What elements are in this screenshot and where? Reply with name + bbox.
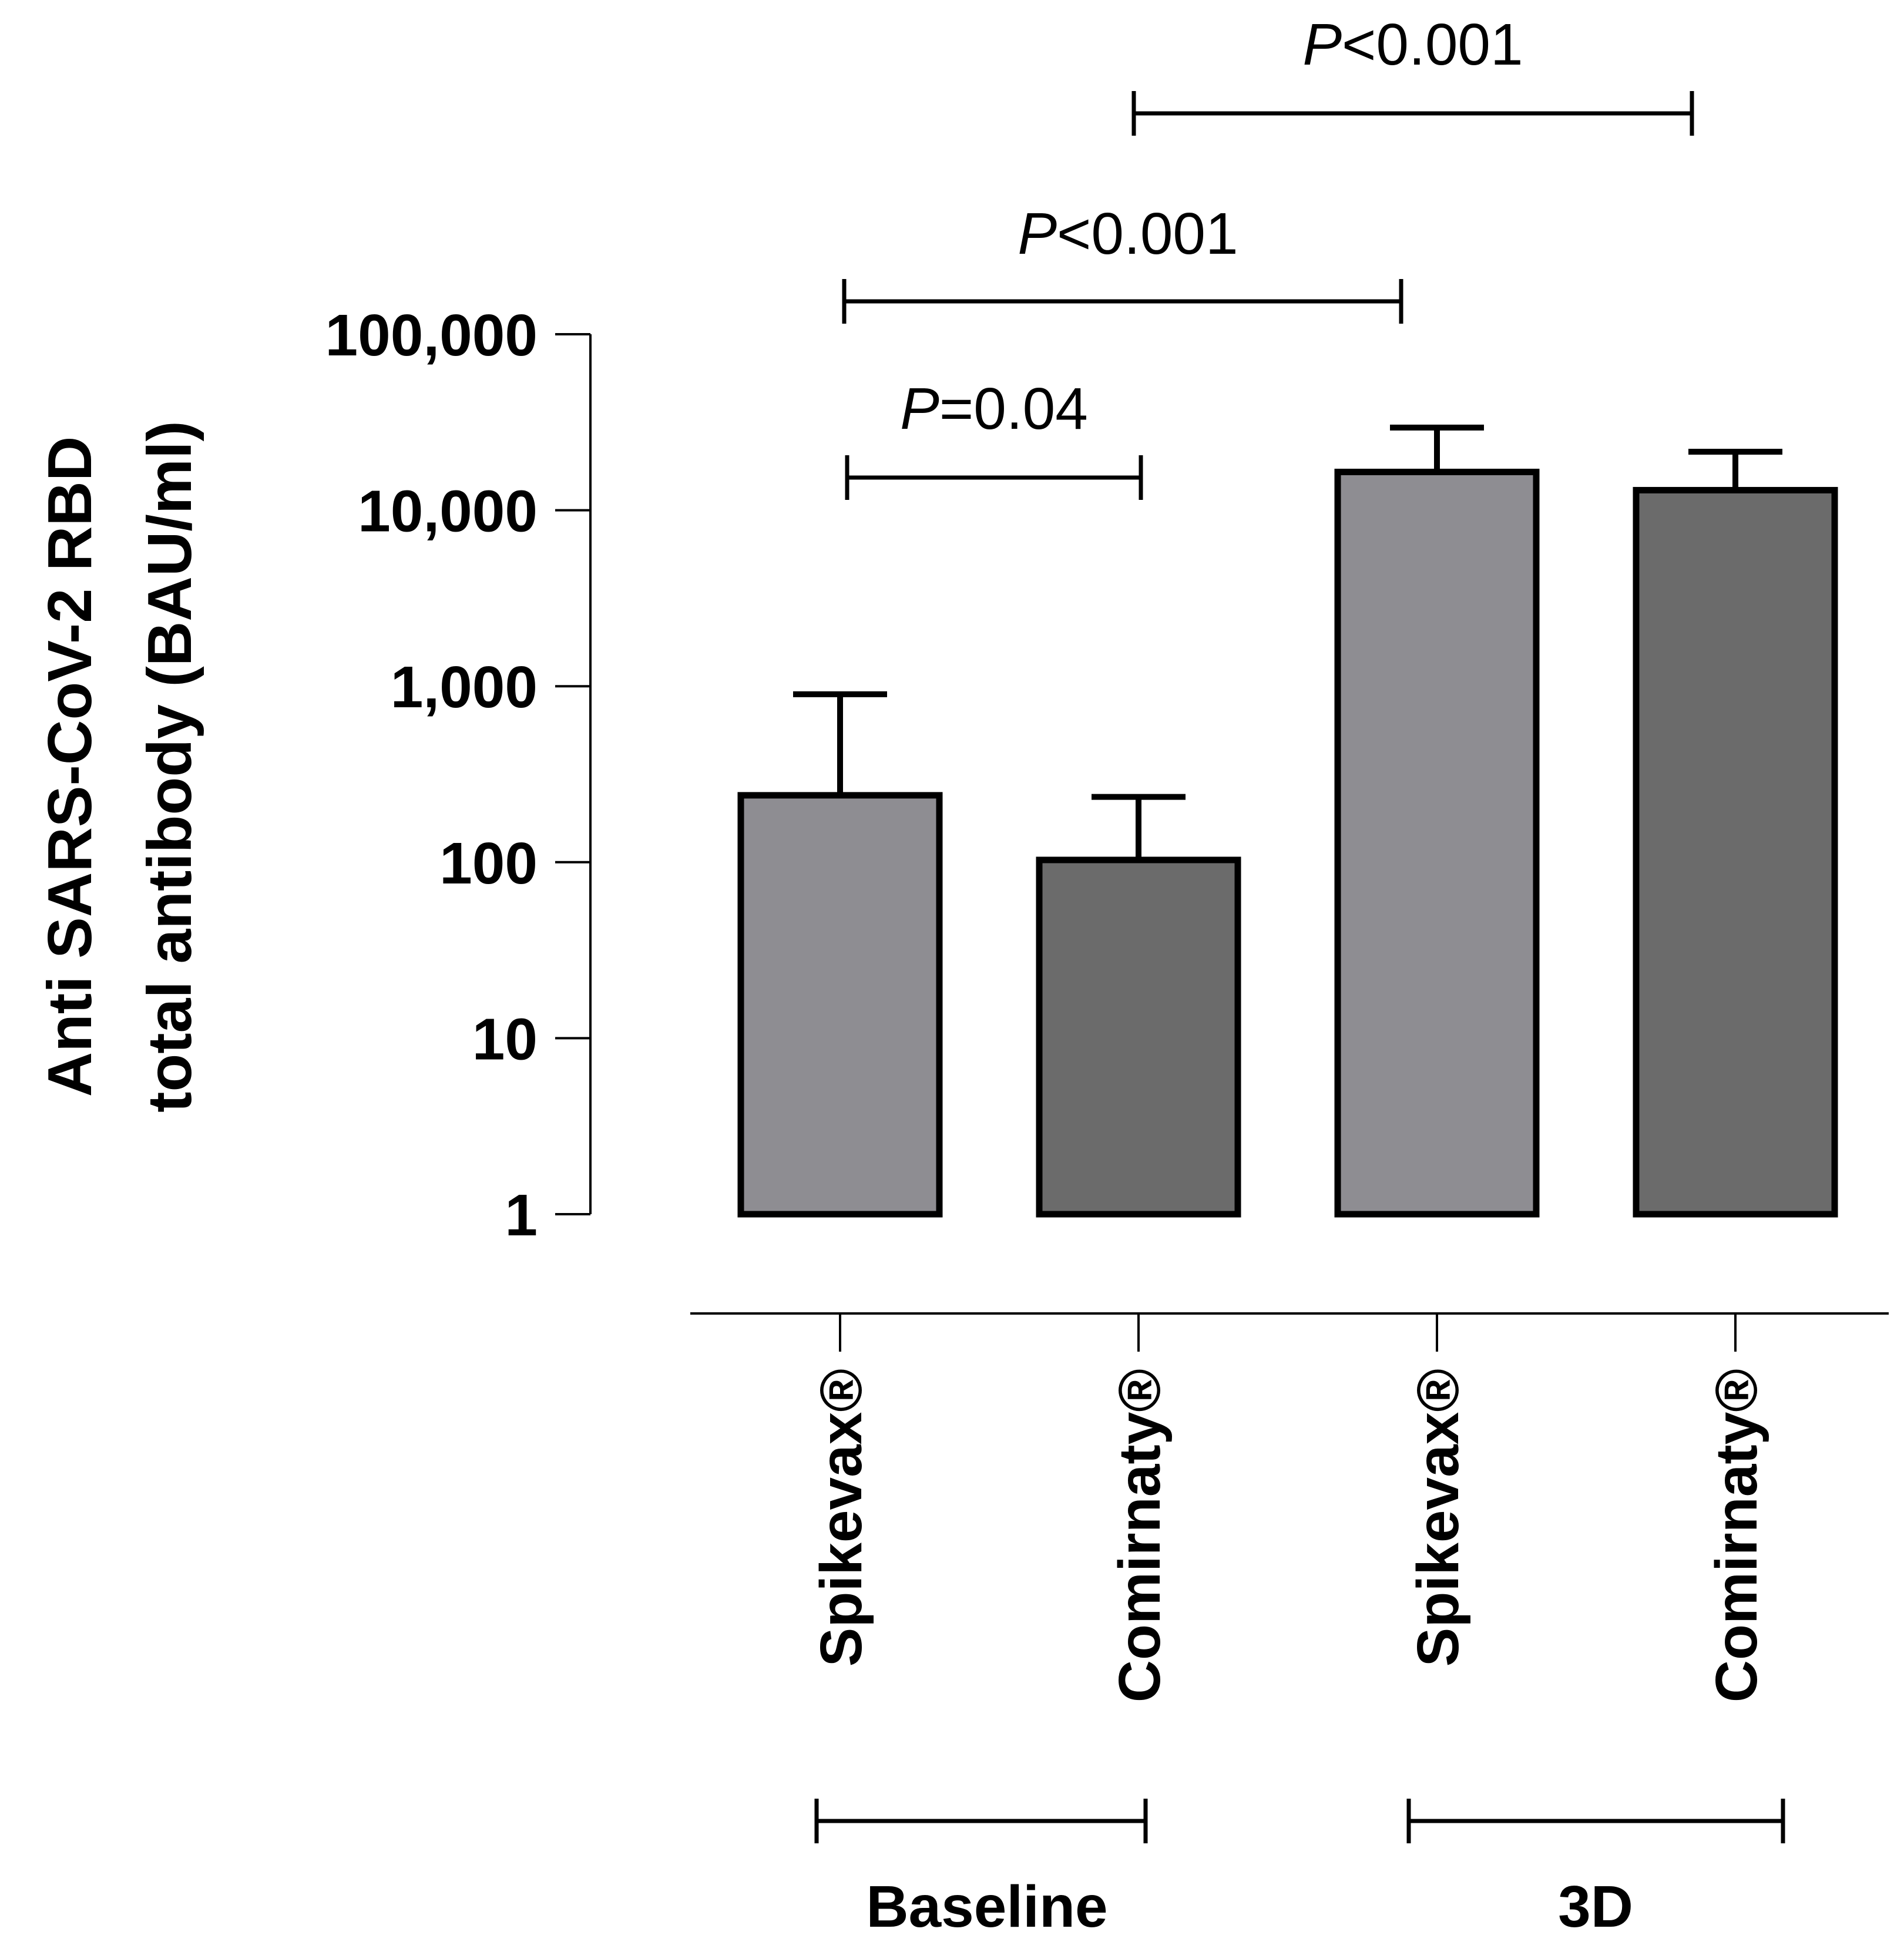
x-tick-label: Comirnaty® [1704,1369,1769,1702]
x-tick-label: Spikevax® [1405,1369,1471,1667]
p-value: <0.001 [1342,12,1523,78]
y-axis-title: Anti SARS-CoV-2 RBD total antibody (BAU/m… [35,421,204,1113]
p-value-label: P<0.001 [1302,12,1523,78]
x-tick-label: Spikevax® [808,1369,874,1667]
y-tick-label: 100 [439,831,538,896]
p-symbol: P [1018,201,1057,267]
y-axis: 1 10 100 1,000 10,000 100,000 [325,303,592,1248]
bar [1036,856,1241,1218]
bar [1633,486,1838,1218]
y-tick-label: 1,000 [391,654,538,720]
y-tick-label: 100,000 [325,303,538,368]
group-brackets: Baseline 3D [814,1799,1785,1940]
x-tick-label: Comirnaty® [1107,1369,1173,1702]
group-label: 3D [1558,1874,1633,1940]
x-axis: Spikevax® Comirnaty® Spikevax® Comirnaty® [690,1312,1889,1702]
bar [1334,468,1540,1218]
y-tick-label: 10,000 [358,479,538,545]
y-tick-label: 1 [505,1182,538,1248]
p-value-label: P=0.04 [900,376,1088,442]
y-tick-label: 10 [472,1006,538,1072]
p-symbol: P [900,376,939,442]
y-axis-title-line-1: Anti SARS-CoV-2 RBD [35,436,105,1097]
p-value: =0.04 [939,376,1088,442]
p-value: <0.001 [1057,201,1238,267]
group-label: Baseline [866,1874,1107,1940]
bar [737,792,943,1218]
bars [737,424,1838,1218]
p-symbol: P [1302,12,1342,78]
y-axis-title-line-2: total antibody (BAU/ml) [135,421,204,1113]
p-value-label: P<0.001 [1018,201,1238,267]
